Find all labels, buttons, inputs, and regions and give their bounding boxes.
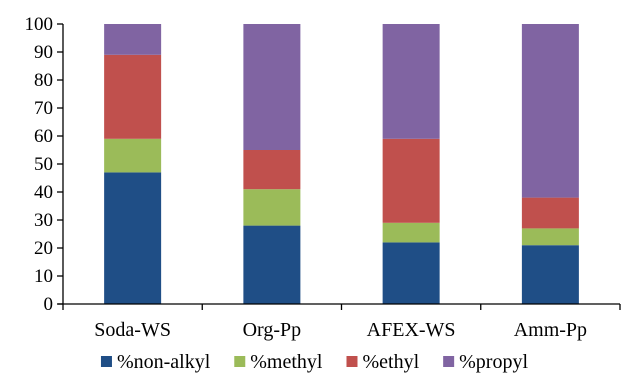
bar-soda-ws-non-alkyl (104, 172, 162, 304)
legend-swatch-ethyl (346, 356, 358, 367)
y-tick-label-50: 50 (34, 154, 53, 175)
bar-org-pp-ethyl (243, 150, 301, 190)
legend-label-propyl: %propyl (459, 351, 528, 373)
bar-org-pp-propyl (243, 24, 301, 150)
x-tick-label-soda-ws: Soda-WS (94, 319, 171, 341)
bar-amm-pp-propyl (521, 24, 579, 198)
x-tick-label-afex-ws: AFEX-WS (367, 319, 456, 341)
y-tick-label-60: 60 (34, 126, 53, 147)
x-tick-label-org-pp: Org-Pp (243, 319, 302, 341)
y-tick-label-40: 40 (34, 182, 53, 203)
y-tick-label-30: 30 (34, 210, 53, 231)
bar-amm-pp-methyl (521, 228, 579, 246)
y-tick-label-20: 20 (34, 238, 53, 259)
y-tick-label-0: 0 (44, 294, 54, 315)
bar-afex-ws-ethyl (382, 138, 440, 223)
bar-soda-ws-ethyl (104, 54, 162, 139)
axes-group: Soda-WS Org-Pp AFEX-WS Amm-Pp 0 10 20 30 40 50 60 7… (25, 14, 621, 341)
y-tick-label-100: 100 (25, 14, 54, 35)
bar-amm-pp-non-alkyl (521, 245, 579, 304)
bar-org-pp-methyl (243, 189, 301, 226)
legend-swatch-propyl (443, 356, 455, 367)
bars-group (104, 24, 579, 304)
bar-soda-ws-propyl (104, 24, 162, 55)
bar-afex-ws-methyl (382, 222, 440, 243)
legend-swatch-non-alkyl (100, 356, 112, 367)
x-tick-label-amm-pp: Amm-Pp (514, 319, 587, 341)
bar-afex-ws-propyl (382, 24, 440, 139)
y-tick-label-80: 80 (34, 70, 53, 91)
legend-label-methyl: %methyl (250, 351, 323, 373)
bar-afex-ws-non-alkyl (382, 242, 440, 304)
bar-soda-ws-methyl (104, 138, 162, 173)
legend: %non-alkyl %methyl %ethyl %propyl (100, 351, 528, 373)
legend-label-non-alkyl: %non-alkyl (117, 351, 211, 373)
y-tick-label-10: 10 (34, 266, 53, 287)
y-tick-label-90: 90 (34, 42, 53, 63)
bar-amm-pp-ethyl (521, 197, 579, 229)
y-tick-label-70: 70 (34, 98, 53, 119)
bar-org-pp-non-alkyl (243, 225, 301, 304)
legend-swatch-methyl (234, 356, 246, 367)
legend-label-ethyl: %ethyl (362, 351, 419, 373)
